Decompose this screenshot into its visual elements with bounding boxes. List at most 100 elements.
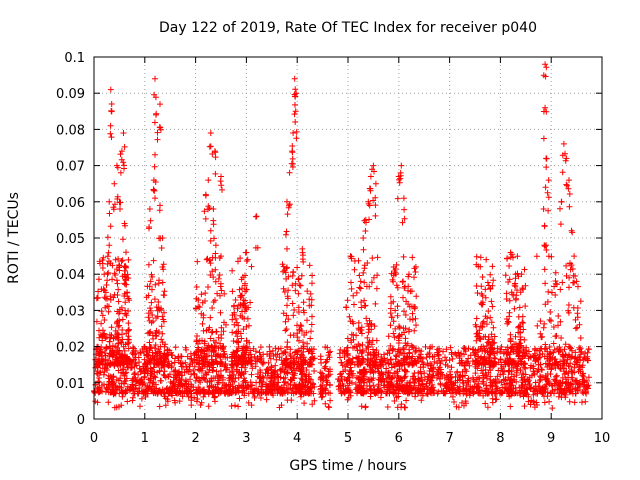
data-point: [550, 324, 557, 330]
data-point: [99, 312, 106, 319]
data-point: [534, 322, 541, 329]
data-point: [199, 365, 206, 372]
data-point: [355, 325, 362, 332]
data-point: [530, 365, 537, 372]
data-point: [243, 306, 250, 313]
data-point: [448, 351, 455, 358]
data-point: [546, 316, 553, 323]
data-point: [379, 357, 386, 364]
data-point: [291, 75, 298, 82]
data-point: [109, 276, 116, 283]
data-point: [120, 159, 127, 166]
data-point: [474, 290, 481, 296]
data-point: [348, 370, 355, 377]
data-point: [472, 351, 479, 357]
data-point: [292, 101, 298, 108]
data-point: [543, 64, 550, 71]
data-point: [280, 360, 287, 367]
data-point: [98, 308, 105, 315]
data-point: [408, 355, 415, 362]
data-point: [98, 344, 105, 351]
data-point: [327, 348, 334, 355]
data-point: [540, 108, 547, 115]
data-point: [147, 217, 154, 224]
data-point: [554, 345, 561, 352]
data-point: [112, 201, 118, 208]
data-point: [164, 398, 171, 405]
data-point: [544, 355, 551, 362]
data-point: [188, 397, 195, 404]
data-point: [563, 387, 570, 394]
data-point: [119, 331, 125, 338]
data-point: [222, 360, 229, 367]
data-point: [371, 323, 378, 330]
data-point: [103, 345, 110, 351]
data-point: [512, 275, 519, 282]
data-point: [561, 368, 567, 375]
data-point: [304, 383, 311, 390]
data-point: [246, 322, 252, 329]
data-point: [538, 389, 544, 396]
data-point: [412, 349, 419, 355]
data-point: [532, 352, 539, 359]
data-point: [563, 262, 570, 269]
data-point: [402, 340, 409, 347]
data-point: [417, 351, 424, 358]
data-point: [165, 351, 172, 358]
data-point: [372, 202, 379, 209]
data-point: [569, 229, 576, 236]
data-point: [363, 219, 369, 226]
data-point: [527, 353, 534, 360]
data-point: [96, 361, 103, 368]
data-point: [292, 280, 299, 287]
data-point: [447, 371, 454, 378]
data-point: [201, 390, 208, 397]
data-point: [290, 374, 297, 381]
data-point: [297, 354, 304, 361]
data-point: [360, 235, 367, 241]
data-point: [278, 367, 285, 374]
data-point: [555, 322, 561, 329]
data-point: [399, 219, 406, 226]
data-point: [283, 369, 290, 375]
data-point: [155, 299, 162, 305]
data-point: [212, 254, 219, 261]
data-point: [516, 304, 523, 311]
data-point: [106, 338, 113, 345]
data-point: [457, 390, 463, 397]
data-point: [177, 360, 184, 367]
data-point: [519, 285, 526, 292]
data-point: [172, 367, 179, 374]
data-point: [552, 278, 559, 284]
data-point: [218, 182, 225, 189]
data-point: [236, 286, 243, 293]
data-point: [277, 345, 284, 352]
data-point: [151, 187, 158, 194]
data-point: [280, 310, 287, 317]
data-point: [487, 271, 494, 278]
data-point: [461, 345, 468, 352]
data-point: [237, 301, 244, 308]
data-point: [187, 355, 194, 362]
data-point: [99, 355, 106, 362]
data-point: [582, 398, 589, 405]
data-point: [431, 358, 438, 365]
data-point: [274, 371, 281, 378]
data-point: [473, 283, 480, 289]
data-point: [452, 350, 459, 357]
data-point: [280, 375, 287, 382]
data-point: [300, 339, 306, 346]
data-point: [342, 386, 349, 393]
data-point: [281, 378, 288, 385]
data-point: [160, 371, 167, 378]
data-point: [152, 342, 159, 348]
data-point: [252, 363, 259, 370]
data-point: [107, 223, 114, 230]
data-point: [562, 394, 569, 401]
data-point: [107, 260, 114, 267]
data-point: [537, 330, 544, 337]
data-point: [495, 359, 502, 366]
data-point: [254, 244, 261, 251]
data-point: [406, 349, 413, 356]
data-point: [162, 402, 169, 409]
